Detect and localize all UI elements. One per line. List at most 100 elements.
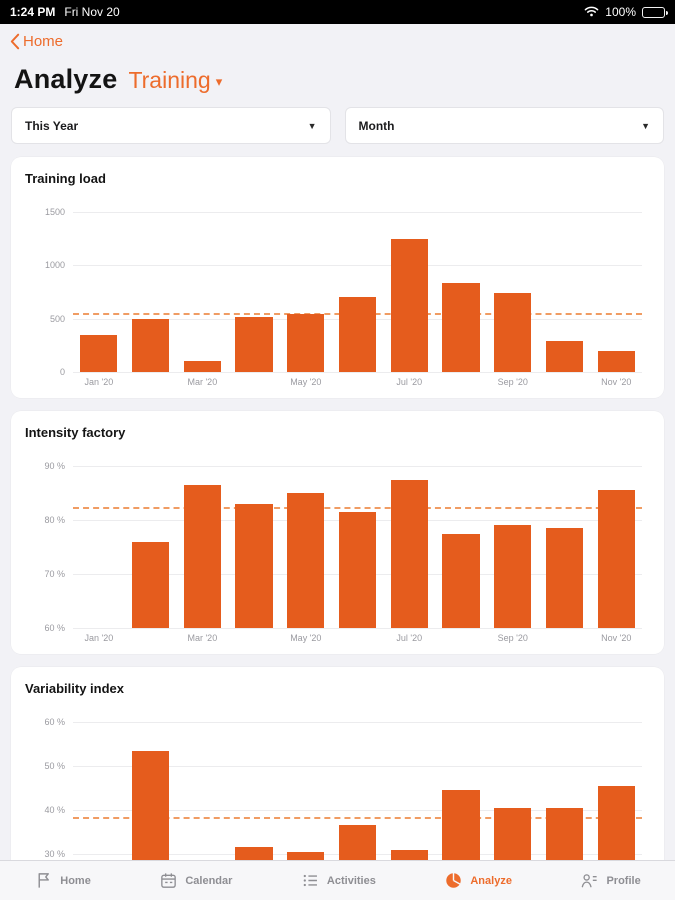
bar[interactable]	[80, 334, 118, 372]
x-tick-label: Mar '20	[187, 633, 218, 643]
chart-x-axis: Jan '20 Mar '20 May '20 Jul '20 Sep '20 Nov '…	[73, 377, 642, 390]
bar[interactable]	[235, 503, 273, 628]
tab-profile[interactable]: Profile	[580, 871, 641, 890]
tab-calendar[interactable]: Calendar	[159, 871, 232, 890]
bar[interactable]	[442, 533, 480, 628]
scope-selector[interactable]: Training ▾	[128, 67, 222, 94]
gridline	[73, 810, 642, 811]
bar[interactable]	[597, 490, 635, 628]
y-tick-label: 50 %	[44, 761, 65, 771]
page-header: Analyze Training ▾	[0, 55, 675, 107]
bar-chart: 60 % 70 % 80 % 90 % Jan '20 Mar '20 May '20 Ju…	[25, 461, 650, 646]
chart-title: Training load	[25, 171, 106, 186]
bar-slot	[73, 466, 125, 628]
bar[interactable]	[597, 350, 635, 372]
tab-analyze[interactable]: Analyze	[444, 871, 512, 890]
bar[interactable]	[494, 525, 532, 628]
chart-title: Variability index	[25, 681, 124, 696]
bar[interactable]	[183, 361, 221, 372]
bar-slot	[539, 212, 591, 372]
calendar-icon	[159, 871, 178, 890]
x-tick-label: Jan '20	[84, 633, 114, 643]
bar[interactable]	[442, 283, 480, 372]
bar[interactable]	[390, 238, 428, 372]
y-tick-label: 30 %	[44, 849, 65, 859]
x-tick-label: Sep '20	[497, 633, 528, 643]
average-line	[73, 506, 642, 509]
tab-bar: Home Calendar Activities Analyze Profile	[0, 860, 675, 900]
bar-slot	[125, 466, 177, 628]
bar-slot	[73, 212, 125, 372]
bar[interactable]	[131, 318, 170, 372]
bar[interactable]	[545, 341, 584, 372]
x-tick-label: Sep '20	[497, 377, 528, 387]
y-tick-label: 1500	[44, 207, 65, 217]
tab-label: Calendar	[185, 874, 233, 887]
bar[interactable]	[131, 541, 170, 628]
x-tick-label	[228, 633, 280, 646]
bar[interactable]	[338, 297, 377, 372]
x-tick-label	[332, 377, 384, 390]
status-bar: 1:24 PM Fri Nov 20 100%	[0, 0, 675, 24]
bar-slot	[435, 466, 487, 628]
bars	[73, 466, 642, 628]
chart-title: Intensity factory	[25, 425, 126, 440]
bar-slot	[539, 466, 591, 628]
tab-label: Analyze	[470, 874, 512, 887]
status-date: Fri Nov 20	[64, 5, 120, 19]
bar-slot	[228, 212, 280, 372]
bar-slot	[125, 212, 177, 372]
x-tick-label: May '20	[290, 633, 322, 643]
bar-slot	[590, 212, 642, 372]
activities-icon	[301, 871, 320, 890]
x-tick-label	[435, 377, 487, 390]
bar[interactable]	[494, 293, 532, 372]
y-tick-label: 0	[59, 367, 65, 377]
tab-label: Activities	[326, 874, 376, 887]
x-tick-label	[125, 633, 177, 646]
x-tick-label	[228, 377, 280, 390]
y-tick-label: 1000	[44, 260, 65, 271]
gridline	[73, 766, 642, 767]
chart-card: Intensity factory 60 % 70 % 80 % 90 % Jan '…	[11, 411, 664, 654]
grouping-select[interactable]: Month ▼	[344, 107, 664, 144]
bar-slot	[280, 466, 332, 628]
chart-card: Training load 0 500 1000 1500 Jan '20 Mar '2…	[11, 157, 664, 398]
bar[interactable]	[390, 479, 428, 628]
gridline	[73, 722, 642, 723]
scope-label: Training	[128, 67, 211, 93]
tab-activities[interactable]: Activities	[301, 871, 376, 890]
x-tick-label: Nov '20	[601, 377, 632, 387]
chevron-left-icon	[10, 33, 20, 50]
bar[interactable]	[287, 314, 325, 372]
gridline	[73, 372, 642, 373]
bar-slot	[487, 212, 539, 372]
bars	[73, 212, 642, 372]
back-label: Home	[23, 33, 64, 50]
x-tick-label	[435, 633, 487, 646]
back-button[interactable]: Home	[10, 33, 63, 50]
chart-plot: 0 500 1000 1500	[45, 207, 642, 377]
bar-slot	[332, 466, 384, 628]
chart-x-axis: Jan '20 Mar '20 May '20 Jul '20 Sep '20 Nov '…	[73, 633, 642, 646]
wifi-icon	[584, 5, 599, 20]
bar[interactable]	[545, 528, 584, 628]
bar-slot	[280, 212, 332, 372]
x-tick-label: Mar '20	[187, 377, 218, 387]
bar[interactable]	[235, 316, 273, 372]
y-tick-label: 500	[49, 313, 65, 324]
bar-slot	[176, 212, 228, 372]
bar[interactable]	[338, 511, 377, 628]
bar-slot	[228, 466, 280, 628]
x-tick-label	[125, 377, 177, 390]
period-select[interactable]: This Year ▼	[11, 107, 331, 144]
bar[interactable]	[183, 484, 221, 628]
gridline	[73, 628, 642, 629]
status-time: 1:24 PM	[10, 5, 56, 19]
tab-home[interactable]: Home	[34, 871, 91, 890]
x-tick-label	[539, 633, 591, 646]
bar[interactable]	[287, 493, 325, 628]
gridline	[73, 265, 642, 267]
bar-slot	[383, 466, 435, 628]
charts-list: Training load 0 500 1000 1500 Jan '20 Mar '2…	[0, 157, 675, 900]
